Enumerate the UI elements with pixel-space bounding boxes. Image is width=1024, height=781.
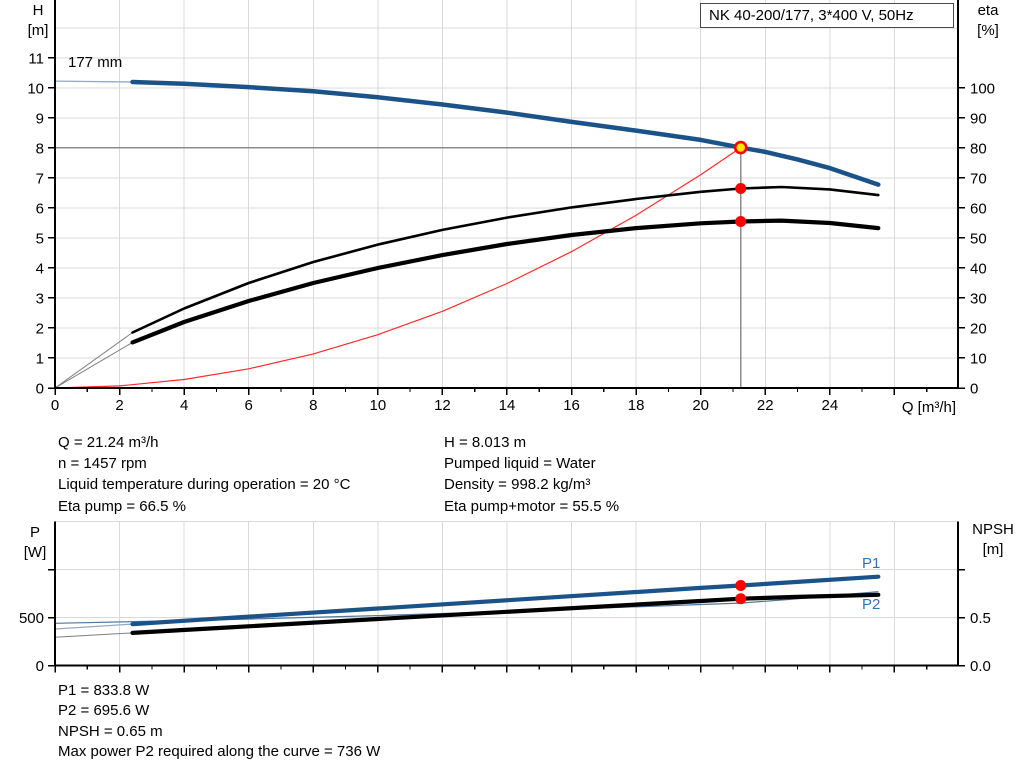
left-tick-label: 0 bbox=[36, 381, 44, 398]
x-tick-label: 22 bbox=[757, 397, 774, 414]
duty-npsh-value: NPSH = 0.65 m bbox=[58, 722, 163, 740]
impeller-diameter-label: 177 mm bbox=[68, 54, 123, 71]
x-tick-label: 16 bbox=[563, 397, 580, 414]
eta-pump-curve-lead bbox=[54, 332, 133, 389]
p2-curve bbox=[130, 592, 881, 636]
x-tick-label: 2 bbox=[115, 397, 123, 414]
right-tick-label: 40 bbox=[970, 260, 987, 277]
hq-curve-177mm-lead bbox=[54, 80, 133, 83]
p1-curve-label: P1 bbox=[862, 555, 881, 572]
duty-eta-pump-motor: Eta pump+motor = 55.5 % bbox=[444, 497, 620, 515]
left-axis-label-h-symbol: H bbox=[32, 2, 44, 19]
left-axis-label-p-symbol: P bbox=[29, 524, 40, 541]
left-axis-label-h-unit: [m] bbox=[27, 22, 49, 39]
right-tick-label: 70 bbox=[970, 170, 987, 187]
x-tick-label: 0 bbox=[51, 397, 59, 414]
x-tick-label: 8 bbox=[309, 397, 317, 414]
duty-p2-value: P2 = 695.6 W bbox=[58, 702, 150, 720]
pump-title: NK 40-200/177, 3*400 V, 50Hz bbox=[700, 3, 954, 28]
eta-pump-motor-duty-point bbox=[735, 215, 747, 227]
right-tick-label: 100 bbox=[970, 80, 995, 97]
eta-pump-motor-curve bbox=[130, 218, 881, 345]
right-tick-label: 0.5 bbox=[970, 610, 991, 627]
x-tick-label: 20 bbox=[692, 397, 709, 414]
duty-pumped-liquid: Pumped liquid = Water bbox=[444, 455, 596, 473]
duty-info-right: H = 8.013 m Pumped liquid = Water Densit… bbox=[444, 432, 619, 517]
x-tick-label: 6 bbox=[245, 397, 253, 414]
left-tick-label: 1 bbox=[36, 350, 44, 367]
left-tick-label: 7 bbox=[36, 170, 44, 187]
duty-p1-value: P1 = 833.8 W bbox=[58, 682, 150, 699]
x-tick-label: 4 bbox=[180, 397, 188, 414]
x-axis-label-q: Q [m³/h] bbox=[901, 399, 956, 416]
right-axis-label-npsh: NPSH [m] bbox=[963, 520, 1023, 560]
right-axis-label-npsh-symbol: NPSH bbox=[972, 521, 1014, 538]
x-tick-label: 14 bbox=[499, 397, 516, 414]
x-tick-label: 18 bbox=[628, 397, 645, 414]
right-tick-label: 50 bbox=[970, 230, 987, 247]
duty-density: Density = 998.2 kg/m³ bbox=[444, 476, 591, 494]
x-tick-label: 24 bbox=[821, 397, 838, 414]
duty-liquid-temp: Liquid temperature during operation = 20… bbox=[58, 476, 351, 494]
left-tick-label: 5 bbox=[36, 230, 44, 247]
duty-eta-pump: Eta pump = 66.5 % bbox=[58, 497, 186, 515]
right-tick-label: 0 bbox=[970, 381, 978, 398]
x-tick-label: 12 bbox=[434, 397, 451, 414]
duty-head-value: H = 8.013 m bbox=[444, 434, 527, 451]
p2-curve-lead bbox=[54, 632, 133, 638]
duty-q-value: Q = 21.24 m³/h bbox=[58, 434, 159, 451]
p1-curve bbox=[130, 574, 881, 627]
left-axis-label-p-unit: [W] bbox=[23, 544, 47, 561]
hq-duty-point bbox=[733, 140, 748, 155]
right-tick-label: 60 bbox=[970, 200, 987, 217]
right-tick-label: 90 bbox=[970, 110, 987, 127]
eta-pump-duty-point bbox=[735, 182, 747, 194]
left-tick-label: 8 bbox=[36, 140, 44, 157]
x-tick-label: 10 bbox=[370, 397, 387, 414]
right-tick-label: 10 bbox=[970, 350, 987, 367]
left-axis-label-p: P [W] bbox=[17, 523, 53, 563]
p2-duty-point bbox=[735, 593, 747, 605]
left-tick-label: 500 bbox=[19, 610, 44, 627]
left-tick-label: 10 bbox=[27, 80, 44, 97]
duty-speed-value: n = 1457 rpm bbox=[58, 455, 147, 473]
eta-pump-curve bbox=[131, 185, 880, 334]
system-curve bbox=[54, 147, 742, 389]
left-tick-label: 2 bbox=[36, 320, 44, 337]
left-tick-label: 0 bbox=[36, 658, 44, 675]
right-tick-label: 0.0 bbox=[970, 658, 991, 675]
left-tick-label: 3 bbox=[36, 290, 44, 307]
left-axis-label-h: H [m] bbox=[20, 1, 56, 41]
p1-duty-point bbox=[735, 579, 747, 591]
right-axis-label-eta-unit: [%] bbox=[977, 22, 999, 39]
right-axis-label-eta-symbol: eta bbox=[977, 2, 999, 19]
p2-curve-label: P2 bbox=[862, 596, 881, 613]
right-tick-label: 30 bbox=[970, 290, 987, 307]
right-axis-label-eta: eta [%] bbox=[964, 1, 1012, 41]
left-tick-label: 6 bbox=[36, 200, 44, 217]
duty-info-left: Q = 21.24 m³/h n = 1457 rpm Liquid tempe… bbox=[58, 432, 350, 517]
p1-curve-lead bbox=[54, 623, 133, 630]
eta-pump-motor-curve-lead bbox=[54, 341, 133, 389]
right-tick-label: 20 bbox=[970, 320, 987, 337]
left-tick-label: 11 bbox=[28, 50, 44, 67]
max-p2-along-curve: Max power P2 required along the curve = … bbox=[58, 742, 381, 760]
power-info-block: P1 = 833.8 W P2 = 695.6 W NPSH = 0.65 m … bbox=[58, 681, 380, 762]
left-tick-label: 4 bbox=[36, 260, 44, 277]
hq-curve-177mm bbox=[130, 79, 881, 187]
right-tick-label: 80 bbox=[970, 140, 987, 157]
right-axis-label-npsh-unit: [m] bbox=[982, 541, 1004, 558]
left-tick-label: 9 bbox=[36, 110, 44, 127]
